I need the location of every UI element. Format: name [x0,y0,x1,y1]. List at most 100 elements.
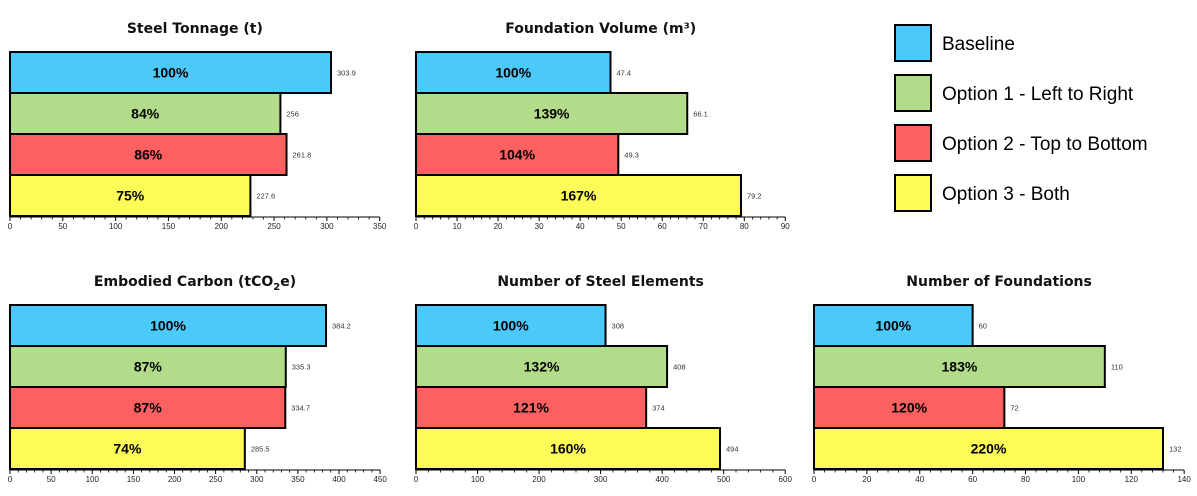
bar-value-label: 303.9 [337,69,356,78]
bar-4 [9,174,252,217]
tick-label: 30 [535,222,544,231]
bar-2 [9,92,282,135]
tick-label: 250 [267,222,281,231]
legend-label: Option 2 - Top to Bottom [942,134,1148,155]
tick-label: 20 [494,222,503,231]
bar-value-label: 72 [1010,404,1018,413]
tick-label: 300 [250,475,264,484]
tick-label: 10 [453,222,462,231]
tick-label: 100 [109,222,123,231]
tick-label: 140 [1177,475,1191,484]
tick-label: 150 [127,475,141,484]
bar-percent-label: 167% [561,188,597,204]
bar-percent-label: 100% [875,318,911,334]
bar-value-label: 256 [286,110,299,119]
bar-4 [415,174,742,217]
chart-panel-4: Number of Steel Elements 100% 308 132% 408 12… [414,274,793,484]
bar-percent-label: 121% [513,400,549,416]
bar-percent-label: 87% [134,359,163,375]
legend-label: Option 3 - Both [942,184,1070,205]
bar-value-label: 60 [979,322,987,331]
tick-label: 400 [655,475,669,484]
chart-title: Number of Steel Elements [497,274,704,290]
bar-value-label: 49.3 [624,151,639,160]
legend-item-1: Baseline [894,24,1015,62]
bar-value-label: 374 [652,404,665,413]
bar-4 [415,427,721,470]
tick-label: 80 [1021,475,1030,484]
tick-label: 350 [373,222,387,231]
bar-percent-label: 183% [942,359,978,375]
bar-percent-label: 104% [499,147,535,163]
tick-label: 300 [320,222,334,231]
tick-label: 50 [58,222,67,231]
legend: Baseline Option 1 - Left to Right Option 2… [894,24,1148,212]
tick-label: 0 [414,475,419,484]
chart-title: Embodied Carbon (tCO2e) [94,274,296,293]
bar-percent-label: 100% [150,318,186,334]
tick-label: 0 [414,222,419,231]
tick-label: 250 [209,475,223,484]
legend-item-3: Option 2 - Top to Bottom [894,124,1148,162]
legend-label: Option 1 - Left to Right [942,84,1134,105]
bar-1 [9,51,332,94]
bar-2 [415,345,669,388]
bar-percent-label: 86% [134,147,163,163]
bar-3 [415,133,620,176]
legend-label: Baseline [942,34,1015,55]
tick-label: 450 [373,475,387,484]
bar-percent-label: 100% [495,65,531,81]
chart-panel-3: Embodied Carbon (tCO2e) 100% 384.2 87% 335.3… [8,274,388,484]
tick-label: 40 [915,475,924,484]
chart-title: Foundation Volume (m³) [505,21,696,37]
tick-label: 40 [576,222,585,231]
tick-label: 0 [812,475,817,484]
chart-title: Number of Foundations [906,274,1092,290]
bar-value-label: 334.7 [291,404,310,413]
bar-percent-label: 160% [550,441,586,457]
tick-label: 60 [968,475,977,484]
bar-value-label: 335.3 [292,363,311,372]
chart-panel-2: Foundation Volume (m³) 100% 47.4 139% 66.1 10… [414,21,791,231]
bar-value-label: 66.1 [693,110,708,119]
tick-label: 200 [215,222,229,231]
bar-1 [415,304,607,347]
bar-value-label: 308 [612,322,625,331]
tick-label: 200 [168,475,182,484]
bar-percent-label: 100% [153,65,189,81]
bar-4 [813,427,1164,470]
tick-label: 90 [781,222,790,231]
bar-percent-label: 220% [971,441,1007,457]
tick-label: 350 [291,475,305,484]
bar-value-label: 408 [673,363,686,372]
tick-label: 200 [532,475,546,484]
tick-label: 600 [779,475,793,484]
tick-label: 100 [471,475,485,484]
tick-label: 50 [47,475,56,484]
tick-label: 50 [617,222,626,231]
bar-2 [415,92,689,135]
bar-percent-label: 120% [891,400,927,416]
bar-value-label: 79.2 [747,192,762,201]
bar-1 [813,304,974,347]
legend-swatch [894,174,932,212]
bar-percent-label: 75% [116,188,145,204]
tick-label: 0 [8,222,13,231]
tick-label: 500 [717,475,731,484]
bar-percent-label: 74% [113,441,142,457]
legend-item-4: Option 3 - Both [894,174,1070,212]
bar-value-label: 110 [1111,363,1123,372]
legend-item-2: Option 1 - Left to Right [894,74,1134,112]
tick-label: 150 [162,222,176,231]
chart-panel-5: Number of Foundations 100% 60 183% 110 120% 72… [812,274,1192,484]
bar-value-label: 384.2 [332,322,351,331]
bar-4 [9,427,246,470]
bar-1 [415,51,612,94]
legend-swatch [894,74,932,112]
bar-2 [9,345,287,388]
tick-label: 80 [740,222,749,231]
tick-label: 120 [1125,475,1139,484]
tick-label: 100 [86,475,100,484]
legend-swatch [894,124,932,162]
bar-percent-label: 84% [131,106,160,122]
